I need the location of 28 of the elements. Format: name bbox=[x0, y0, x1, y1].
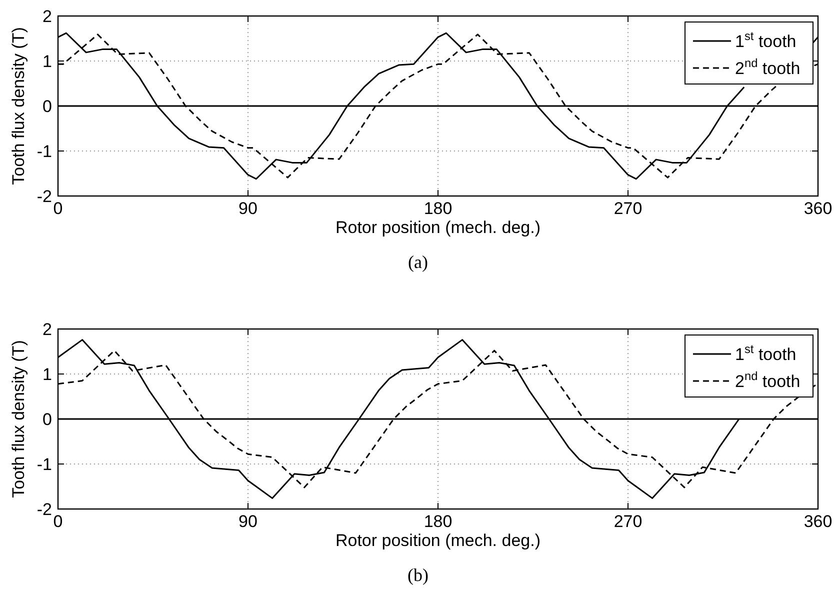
y-tick-label: 1 bbox=[42, 365, 52, 384]
y-tick-label: 2 bbox=[42, 320, 52, 339]
y-tick-label: 0 bbox=[42, 410, 52, 429]
legend-label: 2$^{nd}$ tooth bbox=[735, 56, 800, 78]
y-tick-label: -1 bbox=[36, 142, 52, 161]
x-axis-title: Rotor position (mech. deg.) bbox=[335, 531, 541, 550]
y-axis-title: Tooth flux density (T) bbox=[9, 340, 28, 498]
y-axis-title: Tooth flux density (T) bbox=[9, 27, 28, 185]
x-tick-label: 270 bbox=[614, 512, 642, 531]
x-tick-label: 180 bbox=[424, 199, 452, 218]
x-tick-label: 90 bbox=[238, 512, 258, 531]
y-tick-label: -2 bbox=[36, 500, 52, 519]
y-tick-label: 1 bbox=[42, 52, 52, 71]
x-axis-title: Rotor position (mech. deg.) bbox=[335, 218, 541, 237]
text: (b) bbox=[408, 565, 428, 585]
legend-label: 1$^{st}$ tooth bbox=[735, 342, 796, 364]
y-tick-label: 2 bbox=[42, 7, 52, 26]
legend-label: 1$^{st}$ tooth bbox=[735, 29, 796, 51]
x-tick-label: 180 bbox=[424, 512, 452, 531]
x-tick-label: 90 bbox=[238, 199, 258, 218]
text: (a) bbox=[408, 252, 428, 272]
y-tick-label: -2 bbox=[36, 187, 52, 206]
x-tick-label: 360 bbox=[804, 199, 832, 218]
y-tick-label: -1 bbox=[36, 455, 52, 474]
x-tick-label: 360 bbox=[804, 512, 832, 531]
legend-label: 2$^{nd}$ tooth bbox=[735, 369, 800, 391]
y-tick-label: 0 bbox=[42, 97, 52, 116]
x-tick-label: 270 bbox=[614, 199, 642, 218]
